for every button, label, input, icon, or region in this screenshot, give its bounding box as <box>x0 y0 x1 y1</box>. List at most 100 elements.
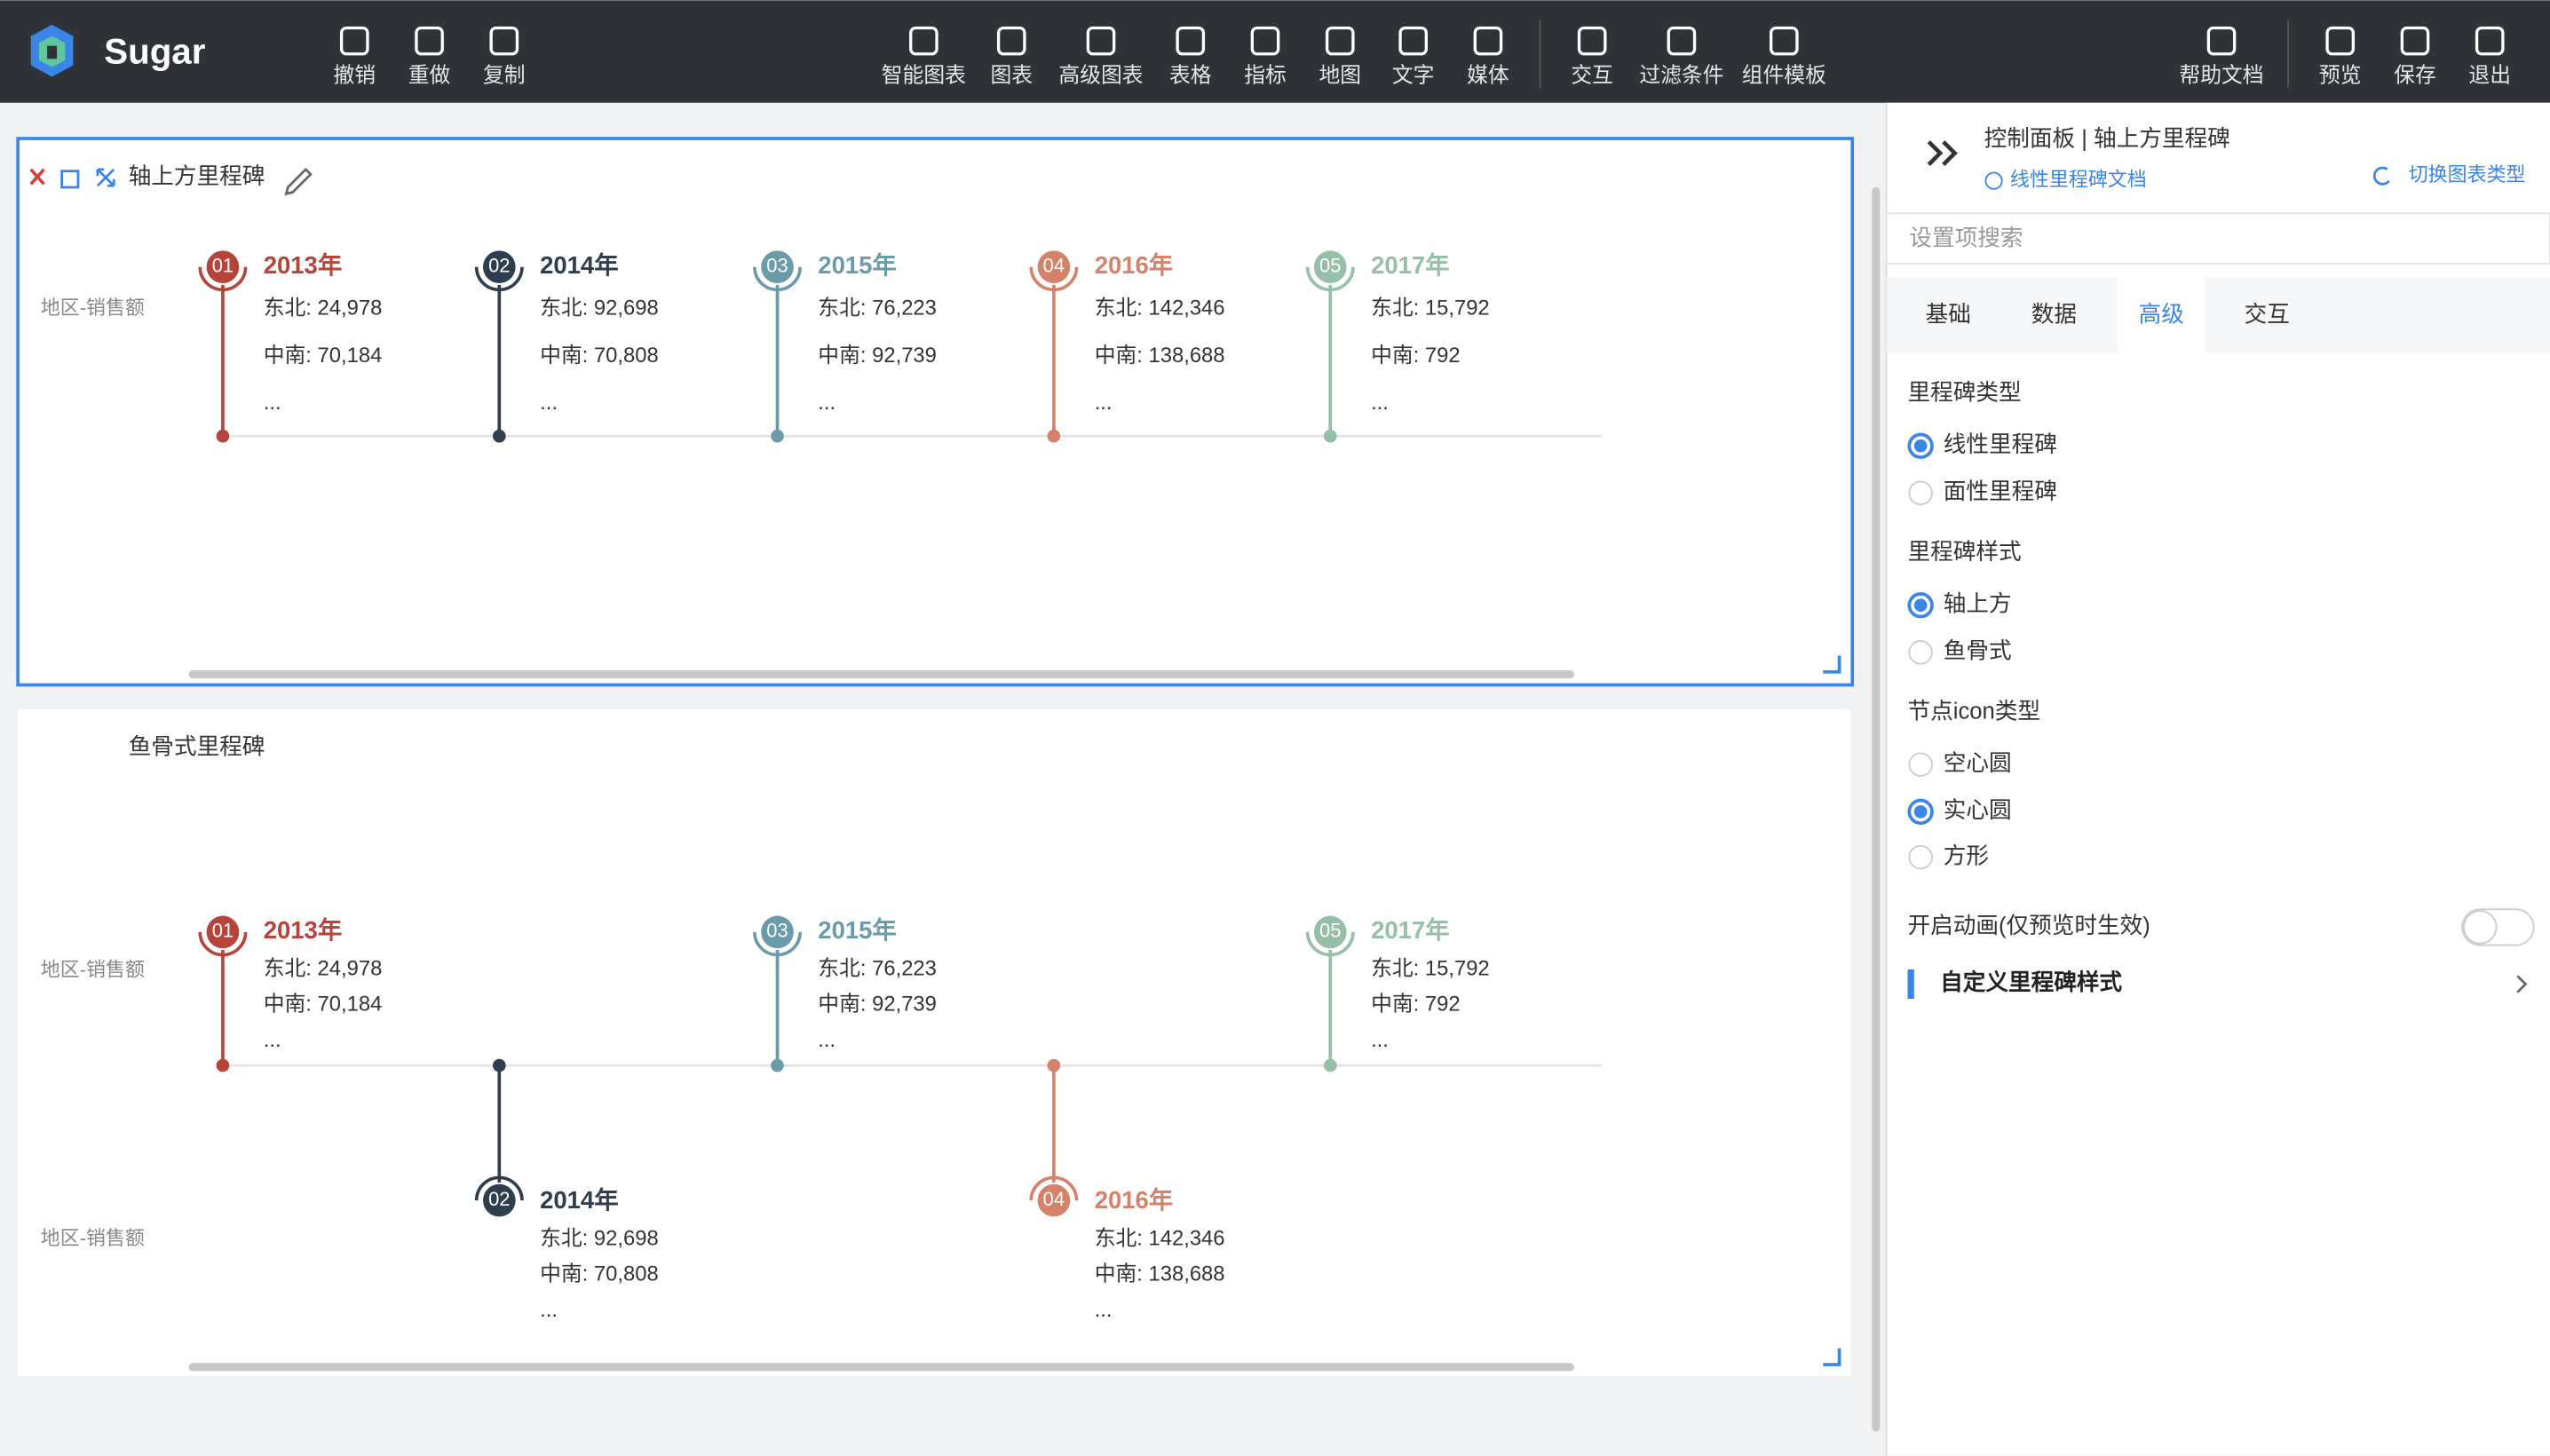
tool-label[interactable]: 交互 <box>1571 64 1613 88</box>
tool-icon[interactable] <box>339 26 369 56</box>
milestone-year: 2015年 <box>818 916 897 944</box>
edit-icon[interactable] <box>284 167 313 196</box>
node-index: 05 <box>1319 255 1341 277</box>
milestone-text: 中南: 70,808 <box>540 1262 659 1286</box>
milestone-year: 2015年 <box>818 251 897 279</box>
node-index: 02 <box>488 1188 510 1210</box>
copy-icon[interactable] <box>60 170 80 189</box>
tool-label[interactable]: 组件模板 <box>1742 64 1826 88</box>
tool-label[interactable]: 图表 <box>990 64 1033 88</box>
refresh-icon <box>2372 166 2390 186</box>
milestone-text: 东北: 142,346 <box>1095 297 1225 320</box>
tool-icon[interactable] <box>1325 26 1355 56</box>
tool-label[interactable]: 文字 <box>1392 64 1435 88</box>
node-ring <box>753 266 802 292</box>
milestone-year: 2014年 <box>540 1186 619 1214</box>
tool-label[interactable]: 媒体 <box>1467 64 1509 88</box>
tool-icon[interactable] <box>996 26 1026 56</box>
tab[interactable]: 交互 <box>2245 301 2290 327</box>
active-tab[interactable] <box>2117 276 2206 353</box>
delete-icon[interactable] <box>29 168 45 186</box>
widget[interactable] <box>16 137 1855 687</box>
tool-label[interactable]: 预览 <box>2319 64 2362 88</box>
scrollbar[interactable] <box>188 669 1575 679</box>
doc-link[interactable]: 线性里程碑文档 <box>2010 168 2147 190</box>
milestone-text: 中南: 138,688 <box>1095 344 1225 368</box>
tool-icon[interactable] <box>1667 26 1697 56</box>
tool-label[interactable]: 撤销 <box>333 64 376 88</box>
scrollbar[interactable] <box>1872 186 1881 1432</box>
search-box[interactable] <box>1885 212 2550 265</box>
radio-label[interactable]: 线性里程碑 <box>1944 431 2057 457</box>
tool-label[interactable]: 帮助文档 <box>2179 64 2263 88</box>
tab[interactable]: 基础 <box>1926 301 1971 327</box>
tool-label[interactable]: 表格 <box>1169 64 1212 88</box>
chevron[interactable] <box>2516 975 2528 993</box>
radio[interactable] <box>1908 640 1933 665</box>
tool-icon[interactable] <box>1577 26 1607 56</box>
tool-label[interactable]: 智能图表 <box>882 64 966 88</box>
milestone-year: 2013年 <box>264 251 343 279</box>
radio[interactable] <box>1908 844 1933 870</box>
tool-icon[interactable] <box>415 26 444 56</box>
node <box>761 250 794 284</box>
axis-dot <box>1323 1058 1337 1072</box>
tool-icon[interactable] <box>1250 26 1280 56</box>
tool-icon[interactable] <box>909 26 938 56</box>
tool-icon[interactable] <box>1086 26 1116 56</box>
radio-label[interactable]: 实心圆 <box>1944 797 2012 823</box>
tool-icon[interactable] <box>1176 26 1206 56</box>
node <box>482 1183 516 1217</box>
tool-icon[interactable] <box>2475 26 2505 56</box>
tool-icon[interactable] <box>2400 26 2430 56</box>
custom-style[interactable]: 自定义里程碑样式 <box>1940 969 2122 995</box>
milestone-text: ... <box>1371 1028 1389 1052</box>
node-ring <box>1029 266 1079 292</box>
tab[interactable]: 高级 <box>2139 301 2184 327</box>
milestone-text: ... <box>540 391 558 415</box>
tool-label[interactable]: 地图 <box>1319 64 1361 88</box>
radio-label[interactable]: 空心圆 <box>1944 750 2012 776</box>
milestone-text: ... <box>818 391 835 415</box>
tool-icon[interactable] <box>1398 26 1428 56</box>
radio-dot <box>1913 598 1928 613</box>
tool-icon[interactable] <box>489 26 519 56</box>
radio-label[interactable]: 方形 <box>1944 843 1989 868</box>
node-index: 01 <box>212 255 234 277</box>
node-index: 04 <box>1043 1188 1065 1210</box>
milestone-text: 中南: 70,184 <box>264 993 383 1017</box>
collapse-icon[interactable] <box>1927 140 1958 166</box>
milestone-text: 东北: 76,223 <box>818 297 937 320</box>
panel-title: 控制面板 | 轴上方里程碑 <box>1984 126 2230 152</box>
radio-label[interactable]: 面性里程碑 <box>1944 479 2057 504</box>
resize-handle[interactable] <box>1823 1348 1841 1366</box>
milestone-text: ... <box>1095 1298 1113 1322</box>
tool-label[interactable]: 过滤条件 <box>1639 64 1723 88</box>
search-placeholder[interactable]: 设置项搜索 <box>1909 225 2023 250</box>
tool-label[interactable]: 复制 <box>483 64 526 88</box>
radio-label[interactable]: 轴上方 <box>1944 590 2012 616</box>
radio-label[interactable]: 鱼骨式 <box>1944 638 2012 664</box>
tool-label[interactable]: 高级图表 <box>1058 64 1143 88</box>
tab[interactable]: 数据 <box>2031 301 2077 327</box>
node-ring <box>198 931 248 957</box>
milestone-text: 东北: 92,698 <box>540 297 659 320</box>
node-index: 01 <box>212 920 234 942</box>
widget[interactable] <box>18 708 1851 1376</box>
switch-type[interactable]: 切换图表类型 <box>2409 163 2526 186</box>
node <box>206 250 240 284</box>
radio[interactable] <box>1908 752 1933 777</box>
tool-label[interactable]: 保存 <box>2394 64 2436 88</box>
expand-icon[interactable] <box>96 168 115 187</box>
tool-label[interactable]: 重做 <box>408 64 451 88</box>
tool-icon[interactable] <box>2325 26 2356 56</box>
scrollbar[interactable] <box>188 1363 1575 1372</box>
tool-label[interactable]: 指标 <box>1244 64 1287 88</box>
tool-label[interactable]: 退出 <box>2468 64 2511 88</box>
resize-handle[interactable] <box>1823 655 1841 674</box>
tool-icon[interactable] <box>1769 26 1799 56</box>
tool-icon[interactable] <box>1473 26 1503 56</box>
section-label: 里程碑类型 <box>1908 379 2022 405</box>
radio[interactable] <box>1908 480 1933 506</box>
tool-icon[interactable] <box>2206 26 2237 56</box>
